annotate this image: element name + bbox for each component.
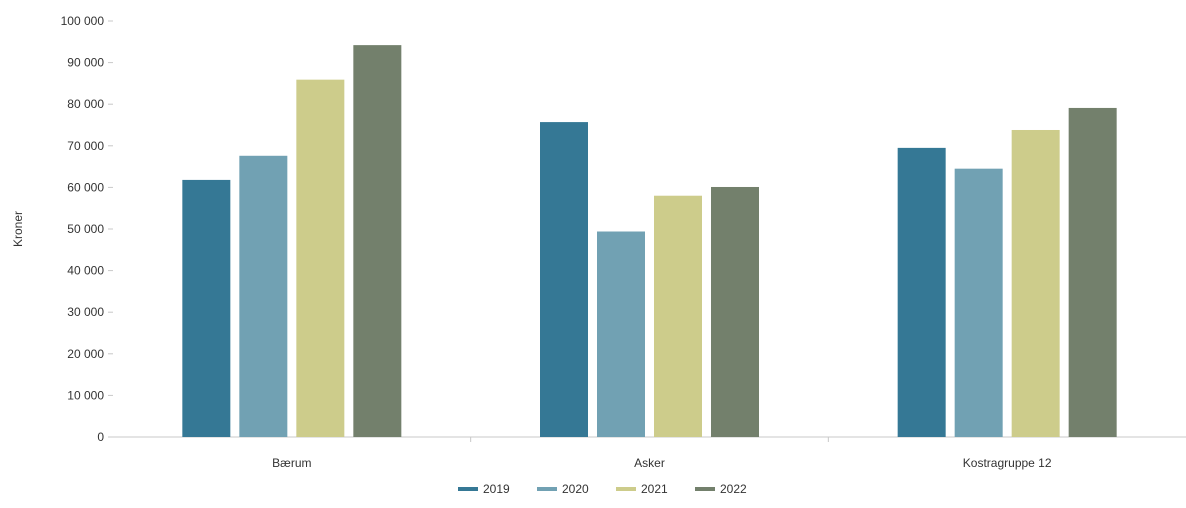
y-tick-label: 90 000 [67, 56, 104, 70]
legend-label: 2019 [483, 482, 510, 496]
y-axis: 0 10 000 20 000 30 000 40 000 50 000 60 000 70 … [61, 14, 113, 444]
y-tick-label: 60 000 [67, 180, 104, 194]
legend-label: 2021 [641, 482, 668, 496]
y-tick-label: 40 000 [67, 264, 104, 278]
y-tick-label: 30 000 [67, 305, 104, 319]
legend-item-2019[interactable]: 2019 [458, 482, 510, 496]
bar-2020-asker[interactable] [597, 231, 645, 437]
legend-item-2021[interactable]: 2021 [616, 482, 668, 496]
y-tick-label: 10 000 [67, 388, 104, 402]
y-tick-label: 50 000 [67, 222, 104, 236]
bar-2019-kostragruppe-12[interactable] [897, 147, 946, 437]
bar-2021-asker[interactable] [654, 195, 702, 437]
legend-label: 2020 [562, 482, 589, 496]
x-category-label: Bærum [272, 456, 311, 470]
bar-2022-kostragruppe-12[interactable] [1068, 107, 1117, 437]
bar-2022-asker[interactable] [711, 186, 759, 437]
x-axis: Bærum Asker Kostragruppe 12 [113, 436, 1186, 470]
bar-2021-bærum[interactable] [296, 79, 345, 437]
bar-2019-asker[interactable] [540, 122, 588, 437]
y-axis-title: Kroner [11, 211, 25, 247]
legend-item-2020[interactable]: 2020 [537, 482, 589, 496]
bar-2022-bærum[interactable] [353, 45, 402, 438]
y-tick-label: 20 000 [67, 347, 104, 361]
bar-2021-kostragruppe-12[interactable] [1011, 129, 1060, 437]
y-tick-label: 0 [97, 430, 104, 444]
bar-2020-bærum[interactable] [239, 155, 288, 437]
bars [182, 45, 1117, 438]
x-category-label: Kostragruppe 12 [963, 456, 1052, 470]
legend-item-2022[interactable]: 2022 [695, 482, 747, 496]
y-tick-label: 80 000 [67, 97, 104, 111]
bar-2019-bærum[interactable] [182, 179, 231, 438]
legend-label: 2022 [720, 482, 747, 496]
y-tick-label: 100 000 [61, 14, 105, 28]
bar-2020-kostragruppe-12[interactable] [954, 168, 1003, 437]
legend[interactable]: 2019 2020 2021 2022 [458, 482, 747, 496]
y-tick-label: 70 000 [67, 139, 104, 153]
x-category-label: Asker [634, 456, 665, 470]
